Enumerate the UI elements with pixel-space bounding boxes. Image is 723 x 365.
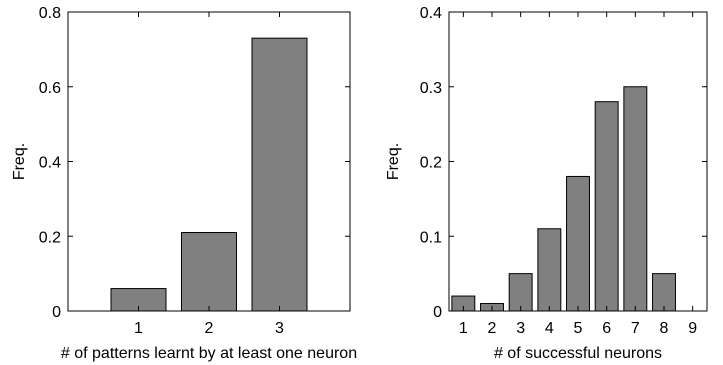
bar-5 <box>566 175 590 312</box>
right-chart: 0 0.1 0.2 0.3 0.4 1 2 3 4 5 6 7 8 9 # of successful ne… <box>385 5 708 362</box>
x-tick-label: 8 <box>660 320 669 337</box>
x-tick-label: 5 <box>574 320 583 337</box>
bar-7 <box>623 86 648 312</box>
bar-6 <box>594 101 619 312</box>
x-tick-label: 3 <box>275 320 284 337</box>
bar-3 <box>251 37 308 312</box>
y-tick-label: 0.4 <box>39 155 61 172</box>
y-tick-label: 0.1 <box>420 229 442 246</box>
y-tick-label: 0.2 <box>39 229 61 246</box>
x-axis-label: # of successful neurons <box>494 345 662 362</box>
x-tick-label: 1 <box>459 320 468 337</box>
y-tick-label: 0 <box>52 304 61 321</box>
x-tick-label: 6 <box>602 320 611 337</box>
x-tick-label: 1 <box>134 320 143 337</box>
x-tick-label: 9 <box>688 320 697 337</box>
x-tick-label: 2 <box>205 320 214 337</box>
left-chart: 0 0.2 0.4 0.6 0.8 1 2 3 # of patterns learnt by … <box>11 5 357 362</box>
y-axis-label: Freq. <box>385 143 402 180</box>
y-tick-label: 0 <box>433 304 442 321</box>
x-tick-label: 2 <box>488 320 497 337</box>
x-tick-label: 4 <box>545 320 554 337</box>
y-tick-label: 0.6 <box>39 80 61 97</box>
bar-2 <box>181 232 237 312</box>
bar-8 <box>652 273 676 312</box>
x-tick-label: 7 <box>631 320 640 337</box>
y-tick-label: 0.4 <box>420 5 442 22</box>
y-axis-label: Freq. <box>11 143 28 180</box>
bar-4 <box>537 228 562 312</box>
y-tick-label: 0.3 <box>420 80 442 97</box>
x-tick-label: 3 <box>516 320 525 337</box>
x-axis-label: # of patterns learnt by at least one neu… <box>61 345 357 362</box>
y-tick-label: 0.8 <box>39 5 61 22</box>
y-tick-label: 0.2 <box>420 155 442 172</box>
bar-3 <box>508 273 533 312</box>
